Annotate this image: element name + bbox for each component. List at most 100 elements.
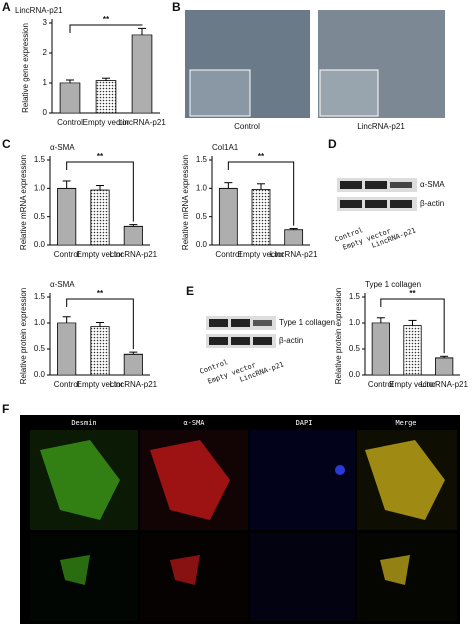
bar xyxy=(251,189,271,246)
bar xyxy=(57,187,77,246)
column-label: Merge xyxy=(395,419,416,427)
chart-title: α-SMA xyxy=(50,143,75,152)
x-tick-label: Control xyxy=(54,380,80,389)
bar xyxy=(123,353,143,376)
bar xyxy=(90,326,110,376)
y-tick-label: 0.5 xyxy=(349,344,361,353)
band xyxy=(390,182,412,188)
chart-title: Type 1 collagen xyxy=(365,280,421,289)
significance: ** xyxy=(97,289,104,298)
column-label: Desmin xyxy=(71,419,96,427)
significance: ** xyxy=(409,289,416,298)
inset xyxy=(189,69,251,117)
band xyxy=(390,200,412,208)
bar xyxy=(284,229,304,246)
y-tick-label: 0.0 xyxy=(349,370,361,379)
chart-title: α-SMA xyxy=(50,280,75,289)
x-tick-label: LincRNA-p21 xyxy=(110,380,158,389)
x-tick-label: LincRNA-p21 xyxy=(420,380,468,389)
band xyxy=(340,200,362,208)
bar xyxy=(371,322,390,376)
x-tick-label: Empty vector xyxy=(77,250,124,259)
y-tick-label: 0.0 xyxy=(196,240,208,249)
x-tick-label: LincRNA-p21 xyxy=(118,118,166,127)
x-tick-label: Empty vector xyxy=(77,380,124,389)
significance-bracket xyxy=(66,161,134,222)
panel-label: E xyxy=(186,284,194,298)
y-tick-label: 0.5 xyxy=(34,212,46,221)
y-axis-label: Relative mRNA expression xyxy=(19,155,28,250)
y-tick-label: 1.5 xyxy=(196,155,208,164)
y-tick-label: 0 xyxy=(43,108,48,117)
band xyxy=(365,200,387,208)
chart-title: LincRNA-p21 xyxy=(15,6,63,15)
y-tick-label: 1 xyxy=(43,78,48,87)
y-tick-label: 1.5 xyxy=(34,292,46,301)
micrographs xyxy=(30,430,457,621)
band xyxy=(231,319,250,327)
band xyxy=(253,337,272,345)
y-axis-label: Relative gene expression xyxy=(21,23,30,113)
significance-bracket xyxy=(227,161,295,226)
y-tick-label: 0.0 xyxy=(34,240,46,249)
caption: Control xyxy=(234,122,260,131)
significance: ** xyxy=(103,15,110,24)
y-tick-label: 2 xyxy=(43,48,48,57)
x-tick-label: LincRNA-p21 xyxy=(270,250,318,259)
inset xyxy=(319,69,379,117)
significance-bracket xyxy=(380,298,445,354)
x-tick-label: Control xyxy=(368,380,394,389)
row-label: Control xyxy=(10,465,18,495)
significance-bracket xyxy=(69,24,143,33)
x-tick-label: Control xyxy=(215,250,241,259)
y-tick-label: 0.5 xyxy=(34,344,46,353)
bar xyxy=(59,82,81,114)
panel-label: C xyxy=(2,137,11,151)
band-label: α-SMA xyxy=(420,180,445,189)
x-tick-label: Control xyxy=(54,250,80,259)
band-label: β-actin xyxy=(279,336,303,345)
caption: LincRNA-p21 xyxy=(357,122,405,131)
band xyxy=(231,337,250,345)
bar xyxy=(123,225,143,246)
band xyxy=(340,181,362,189)
chart-title: Col1A1 xyxy=(212,143,239,152)
x-tick-label: Empty vector xyxy=(389,380,436,389)
band-label: Type 1 collagen xyxy=(279,318,335,327)
bar xyxy=(218,187,238,246)
bar xyxy=(403,325,422,376)
y-tick-label: 1.0 xyxy=(196,183,208,192)
y-tick-label: 1.0 xyxy=(34,318,46,327)
panel-label: F xyxy=(2,402,9,416)
y-tick-label: 1.0 xyxy=(34,183,46,192)
y-tick-label: 3 xyxy=(43,18,48,27)
x-tick-label: LincRNA-p21 xyxy=(110,250,158,259)
y-axis-label: Relative protein expression xyxy=(19,288,28,385)
panel-label: A xyxy=(2,0,11,14)
x-tick-label: Empty vector xyxy=(238,250,285,259)
band xyxy=(209,337,228,345)
bar xyxy=(90,189,110,246)
row-label: LincRNA-p21 xyxy=(10,557,18,603)
panel-label: B xyxy=(172,0,181,14)
column-label: DAPI xyxy=(296,419,313,427)
y-axis-label: Relative mRNA expression xyxy=(181,155,190,250)
significance: ** xyxy=(258,152,265,161)
bar xyxy=(57,322,77,376)
y-axis-label: Relative protein expression xyxy=(334,288,343,385)
y-tick-label: 0.5 xyxy=(196,212,208,221)
y-tick-label: 0.0 xyxy=(34,370,46,379)
column-label: α-SMA xyxy=(183,419,205,427)
panel-label: D xyxy=(328,137,337,151)
x-tick-label: Control xyxy=(57,118,83,127)
band xyxy=(209,319,228,327)
significance: ** xyxy=(97,152,104,161)
band-label: β-actin xyxy=(420,199,444,208)
significance-bracket xyxy=(66,298,134,350)
bar xyxy=(95,80,117,114)
band xyxy=(253,320,272,326)
bar xyxy=(435,357,454,376)
y-tick-label: 1.5 xyxy=(34,155,46,164)
x-tick-label: Empty vector xyxy=(83,118,130,127)
